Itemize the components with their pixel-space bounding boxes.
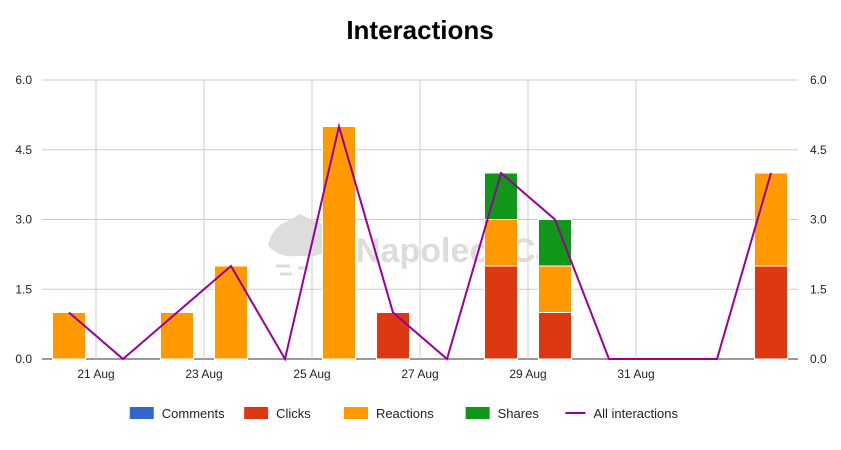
x-tick-label: 29 Aug	[509, 367, 546, 381]
bar-reactions	[52, 312, 86, 360]
y-tick-left: 3.0	[15, 213, 32, 227]
y-axis-right: 0.0 1.5 3.0 4.5 6.0	[810, 73, 827, 366]
legend-swatch-clicks	[244, 407, 269, 419]
y-tick-right: 1.5	[810, 282, 827, 296]
x-tick-label: 25 Aug	[293, 367, 330, 381]
y-tick-right: 4.5	[810, 143, 827, 157]
legend-label-shares: Shares	[498, 406, 540, 421]
line-all-interactions	[68, 122, 772, 362]
y-tick-right: 3.0	[810, 213, 827, 227]
bar-clicks	[538, 312, 572, 360]
watermark-text: NapoleonCat	[356, 232, 566, 270]
x-tick-label: 27 Aug	[401, 367, 438, 381]
y-tick-left: 0.0	[15, 352, 32, 366]
y-tick-left: 1.5	[15, 282, 32, 296]
watermark-cat-icon	[268, 214, 329, 257]
x-tick-label: 23 Aug	[185, 367, 222, 381]
x-tick-label: 21 Aug	[77, 367, 114, 381]
legend-label-all-interactions: All interactions	[593, 406, 678, 421]
bar-reactions	[214, 265, 248, 360]
y-tick-right: 6.0	[810, 73, 827, 87]
legend-swatch-comments	[129, 407, 154, 419]
bar-clicks	[376, 312, 410, 360]
bar-reactions	[160, 312, 194, 360]
y-tick-right: 0.0	[810, 352, 827, 366]
bar-clicks	[754, 265, 788, 360]
chart-title: Interactions	[346, 15, 493, 45]
x-axis: 21 Aug 23 Aug 25 Aug 27 Aug 29 Aug 31 Aug	[77, 367, 654, 381]
legend-label-comments: Comments	[162, 406, 225, 421]
line-series	[68, 122, 772, 362]
bar-reactions	[484, 219, 518, 267]
gridlines	[42, 79, 798, 360]
legend-label-reactions: Reactions	[376, 406, 434, 421]
legend-swatch-shares	[465, 407, 490, 419]
legend-label-clicks: Clicks	[276, 406, 311, 421]
bar-reactions	[754, 172, 788, 267]
y-axis-left: 0.0 1.5 3.0 4.5 6.0	[15, 73, 32, 366]
bar-clicks	[484, 265, 518, 360]
y-tick-left: 6.0	[15, 73, 32, 87]
y-tick-left: 4.5	[15, 143, 32, 157]
legend: Comments Clicks Reactions Shares All interac…	[129, 406, 678, 421]
bar-shares	[538, 219, 572, 267]
bar-reactions	[538, 265, 572, 313]
legend-swatch-reactions	[343, 407, 368, 419]
bars	[52, 126, 788, 360]
bar-reactions	[322, 126, 356, 360]
x-tick-label: 31 Aug	[617, 367, 654, 381]
watermark-logo: NapoleonCat	[268, 214, 566, 276]
